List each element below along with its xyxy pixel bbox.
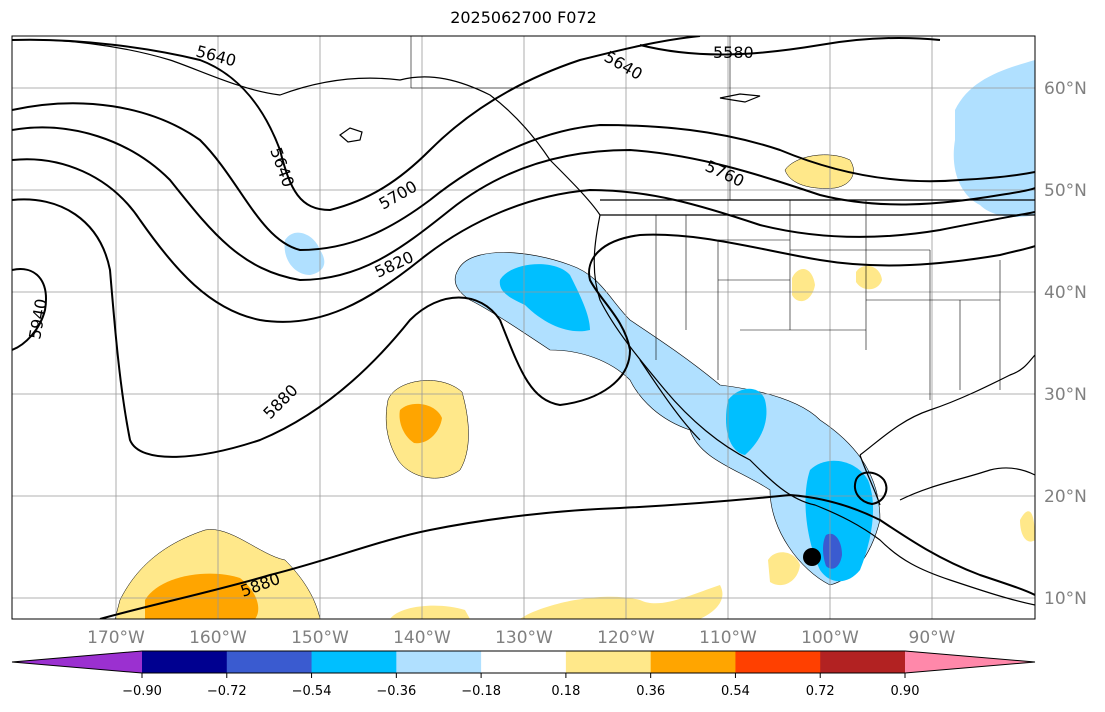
colorbar-segment [820,651,906,673]
light-blue-region-pacific-coast [454,252,881,586]
yellow-region-canada [784,154,854,189]
contour-5760 [12,126,1035,282]
lat-label: 30°N [1044,385,1087,405]
contour-5880 [12,198,1035,458]
colorbar-segment [481,651,567,673]
colorbar-segment [12,651,142,673]
yellow-region-south-strip [390,585,723,619]
colorbar-tick-label: 0.36 [636,684,665,699]
height-contours [12,36,1035,619]
lon-label: 110°W [699,628,757,648]
lon-label: 150°W [291,628,349,648]
light-blue-region-small [284,232,325,275]
colorbar-segment [396,651,482,673]
colorbar: −0.90 −0.72 −0.54 −0.36 −0.18 0.18 0.36 0.54 0.7… [11,650,1036,699]
lon-label: 140°W [393,628,451,648]
map-frame [11,35,1036,620]
lat-label: 50°N [1044,181,1087,201]
colorbar-segment [311,651,397,673]
lat-label: 20°N [1044,487,1087,507]
contour-label: 5640 [266,145,298,190]
yellow-region-plains-a [792,268,815,302]
lon-label: 100°W [801,628,859,648]
contour-5640-north [12,36,701,212]
map-title: 2025062700 F072 [450,8,597,27]
colorbar-segment [905,651,1035,673]
lon-label: 160°W [189,628,247,648]
storm-center-marker [803,548,821,566]
contour-label: 5880 [259,381,301,423]
colorbar-tick-label: −0.72 [207,684,247,699]
yellow-region-plains-b [856,265,882,290]
contour-label: 5580 [713,43,754,62]
contour-5580 [639,36,941,56]
contour-label: 5940 [25,297,51,340]
colorbar-tick-label: −0.90 [122,684,162,699]
lon-label: 130°W [495,628,553,648]
colorbar-tick-label: −0.36 [376,684,416,699]
contour-label: 5640 [194,42,238,71]
contour-label: 5640 [601,47,646,84]
colorbar-tick-label: 0.90 [891,684,920,699]
colorbar-tick-label: 0.72 [806,684,835,699]
lat-label: 60°N [1044,79,1087,99]
blue-region-offshore [499,264,590,332]
lon-label: 90°W [909,628,956,648]
contour-5820 [12,158,1035,323]
colorbar-tick-label: 0.54 [721,684,750,699]
contour-5880-south [99,493,1035,619]
dark-blue-region [823,533,842,569]
contour-label: 5700 [376,177,421,214]
contour-label: 5820 [372,247,417,281]
colorbar-segment [142,651,228,673]
orange-region-central-pacific [399,403,442,444]
colorbar-tick-label: −0.18 [461,684,501,699]
orange-region-south-pacific [145,573,259,619]
colorbar-tick-label: 0.18 [551,684,580,699]
light-blue-region-canada [953,60,1035,217]
contour-label: 5760 [702,156,747,190]
lat-label: 40°N [1044,283,1087,303]
colorbar-segment [565,651,652,673]
contour-small-loop [854,471,888,506]
lat-label: 10°N [1044,589,1087,609]
shaded-anomaly-field [114,60,1035,619]
yellow-region-east-edge [1020,511,1035,542]
blue-region-mexico [725,388,767,455]
lon-label: 120°W [597,628,655,648]
colorbar-segment [226,651,313,673]
state-borders [410,36,1001,400]
colorbar-segment [650,651,736,673]
yellow-region-east-pacific [768,552,800,586]
colorbar-segment [735,651,821,673]
latitude-labels: 60°N 50°N 40°N 30°N 20°N 10°N [1044,79,1087,609]
lon-label: 170°W [87,628,145,648]
colorbar-tick-label: −0.54 [292,684,332,699]
contour-5700 [12,102,1035,252]
contour-5940 [12,268,47,351]
longitude-labels: 170°W 160°W 150°W 140°W 130°W 120°W 110°… [87,628,956,648]
